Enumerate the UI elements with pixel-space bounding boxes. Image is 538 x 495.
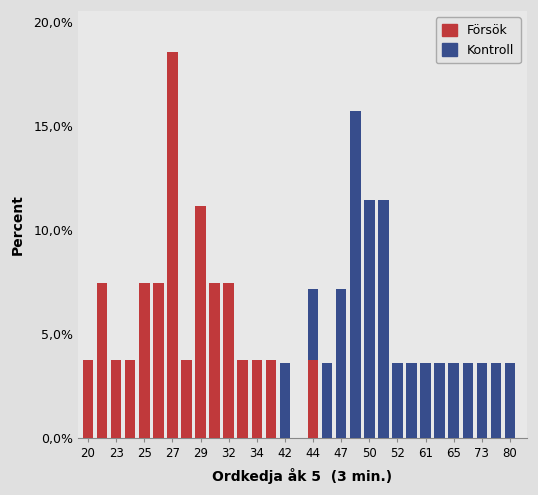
Bar [322,363,332,438]
Bar [167,52,178,438]
Bar [280,363,290,438]
Bar [83,360,93,438]
Bar [350,111,360,438]
Bar [378,200,388,438]
Bar [434,363,445,438]
Bar [139,284,150,438]
Bar [364,200,374,438]
Bar [449,363,459,438]
Bar [308,360,318,438]
Bar [505,363,515,438]
Bar [308,289,318,438]
X-axis label: Ordkedja åk 5  (3 min.): Ordkedja åk 5 (3 min.) [213,468,393,484]
Y-axis label: Percent: Percent [11,194,25,255]
Bar [406,363,417,438]
Bar [420,363,431,438]
Bar [392,363,403,438]
Bar [237,360,248,438]
Bar [111,360,122,438]
Bar [153,284,164,438]
Bar [181,360,192,438]
Bar [336,289,346,438]
Bar [125,360,136,438]
Bar [209,284,220,438]
Bar [252,360,262,438]
Legend: Försök, Kontroll: Försök, Kontroll [436,17,521,63]
Bar [477,363,487,438]
Bar [97,284,108,438]
Bar [266,360,276,438]
Bar [195,206,206,438]
Bar [491,363,501,438]
Bar [223,284,234,438]
Bar [463,363,473,438]
